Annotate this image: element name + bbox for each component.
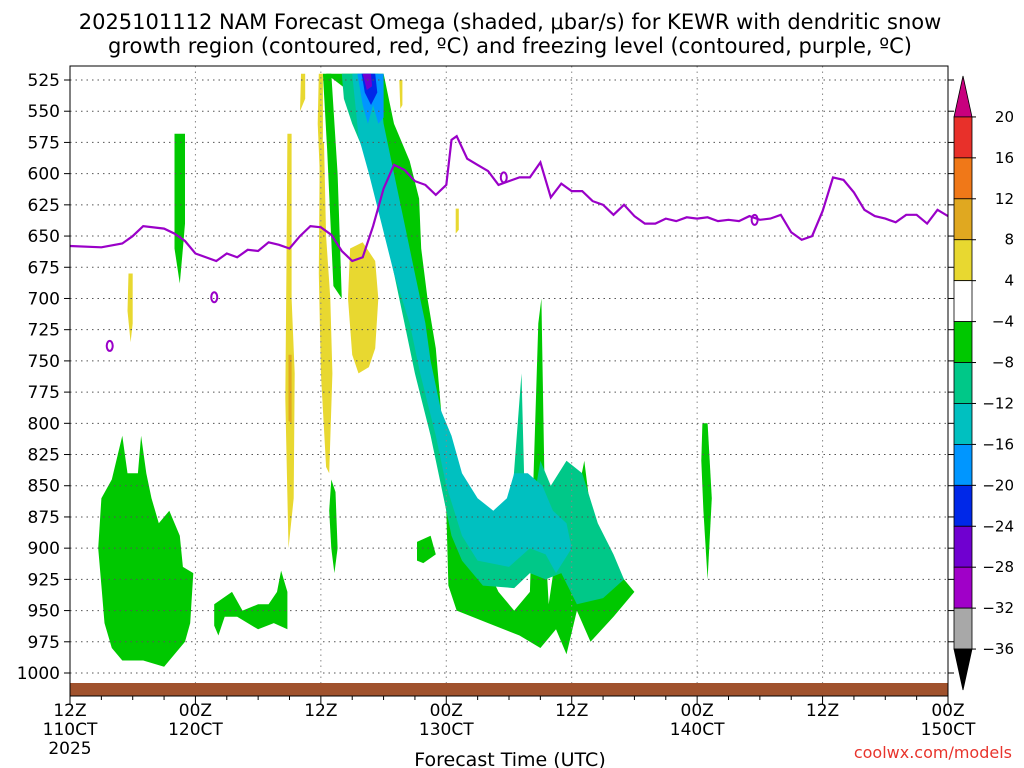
omega-shading [98, 73, 712, 667]
y-tick-label-525: 525 [28, 71, 60, 91]
omega-region-6 [362, 73, 373, 90]
y-tick-label-725: 725 [28, 321, 60, 341]
credit-text: coolwx.com/models [854, 743, 1012, 762]
colorbar-swatch-12 [953, 566, 973, 609]
y-tick-label-975: 975 [28, 633, 60, 653]
y-tick-label-775: 775 [28, 383, 60, 403]
y-tick-label-850: 850 [28, 477, 60, 497]
omega-region-19 [127, 273, 133, 343]
colorbar-swatch-6 [953, 321, 973, 363]
colorbar-swatch-5 [953, 280, 973, 322]
omega-region-7 [174, 133, 185, 284]
y-tick-label-675: 675 [28, 258, 60, 278]
y-axis-ticks: 525 550 575 600 625 650 675 700 725 750 775 800 825 8… [17, 71, 954, 704]
colorbar-label-13: −36 [982, 640, 1014, 658]
y-tick-label-600: 600 [28, 165, 60, 185]
grid-lines [69, 66, 949, 696]
y-tick-label-625: 625 [28, 196, 60, 216]
colorbar-label-0: 20 [995, 108, 1014, 126]
colorbar-label-9: −20 [982, 476, 1014, 494]
x-tick-label-3: 00Z [430, 701, 463, 721]
colorbar-swatch-7 [953, 362, 973, 404]
x-tick-label-4: 12Z [555, 701, 588, 721]
omega-region-21 [288, 354, 292, 424]
x-tick-date-0: 110CT [43, 720, 98, 740]
y-tick-label-925: 925 [28, 570, 60, 590]
contour-lines [70, 134, 948, 352]
terrain-band [70, 683, 948, 696]
x-tick-label-6: 12Z [806, 701, 839, 721]
colorbar-label-12: −32 [982, 599, 1014, 617]
y-tick-label-875: 875 [28, 508, 60, 528]
colorbar-bottom-arrow [953, 648, 973, 691]
omega-region-20 [455, 208, 459, 234]
chart-title-line2: growth region (contoured, red, ºC) and f… [108, 34, 912, 58]
omega-region-13 [300, 73, 306, 112]
plot-frame [69, 65, 949, 697]
y-tick-label-1000: 1000 [17, 664, 60, 684]
x-tick-label-0: 12Z [53, 701, 86, 721]
x-tick-date-5: 140CT [670, 720, 725, 740]
x-tick-date-3: 130CT [419, 720, 474, 740]
y-tick-label-650: 650 [28, 227, 60, 247]
colorbar-swatch-1 [953, 116, 973, 159]
colorbar-label-7: −12 [982, 394, 1014, 412]
colorbar: 20 16 12 8 4 −4 −8 −12 −16 −20 −24 −28 −32 −36 [953, 75, 1014, 691]
omega-region-18 [348, 242, 379, 374]
colorbar-swatch-9 [953, 443, 973, 486]
colorbar-label-3: 8 [1004, 231, 1014, 249]
colorbar-swatch-13 [953, 607, 973, 650]
freezing-contour-2 [499, 171, 508, 184]
colorbar-swatch-11 [953, 525, 973, 568]
freezing-contour-1 [210, 291, 219, 304]
chart-title-line1: 2025101112 NAM Forecast Omega (shaded, μ… [79, 10, 942, 34]
omega-region-8 [98, 435, 194, 667]
y-tick-label-700: 700 [28, 289, 60, 309]
colorbar-swatch-10 [953, 484, 973, 527]
y-tick-label-550: 550 [28, 102, 60, 122]
colorbar-label-1: 16 [995, 149, 1014, 167]
freezing-contour-0 [105, 339, 114, 352]
freezing-contour-3 [750, 213, 759, 226]
colorbar-label-8: −16 [982, 435, 1014, 453]
colorbar-label-4: 4 [1004, 272, 1014, 290]
colorbar-swatch-8 [953, 403, 973, 445]
omega-region-10 [329, 479, 338, 574]
y-tick-label-750: 750 [28, 352, 60, 372]
colorbar-swatch-4 [953, 239, 973, 282]
omega-region-15 [399, 80, 403, 109]
omega-region-12 [701, 423, 712, 580]
y-tick-label-800: 800 [28, 414, 60, 434]
omega-region-9 [214, 570, 288, 636]
colorbar-top-arrow [953, 75, 973, 118]
y-tick-label-900: 900 [28, 539, 60, 559]
omega-region-11 [417, 535, 436, 564]
x-tick-label-5: 00Z [681, 701, 714, 721]
y-tick-label-575: 575 [28, 133, 60, 153]
x-tick-date-1: 120CT [168, 720, 223, 740]
omega-region-3 [352, 73, 572, 574]
colorbar-label-11: −28 [982, 558, 1014, 576]
omega-region-17 [318, 142, 333, 474]
colorbar-label-10: −24 [982, 517, 1014, 535]
x-tick-label-2: 12Z [304, 701, 337, 721]
x-tick-label-1: 00Z [179, 701, 212, 721]
x-tick-date-7: 150CT [921, 720, 976, 740]
colorbar-label-6: −8 [992, 354, 1014, 372]
x-tick-label-7: 00Z [931, 701, 964, 721]
y-tick-label-825: 825 [28, 446, 60, 466]
colorbar-label-2: 12 [995, 190, 1014, 208]
freezing-level-line [70, 134, 948, 263]
omega-region-16 [285, 133, 295, 549]
x-axis-label: Forecast Time (UTC) [414, 749, 605, 768]
x-tick-year-0: 2025 [48, 739, 91, 759]
y-tick-label-950: 950 [28, 602, 60, 622]
colorbar-swatch-3 [953, 198, 973, 241]
colorbar-label-5: −4 [992, 313, 1014, 331]
colorbar-swatch-2 [953, 157, 973, 200]
